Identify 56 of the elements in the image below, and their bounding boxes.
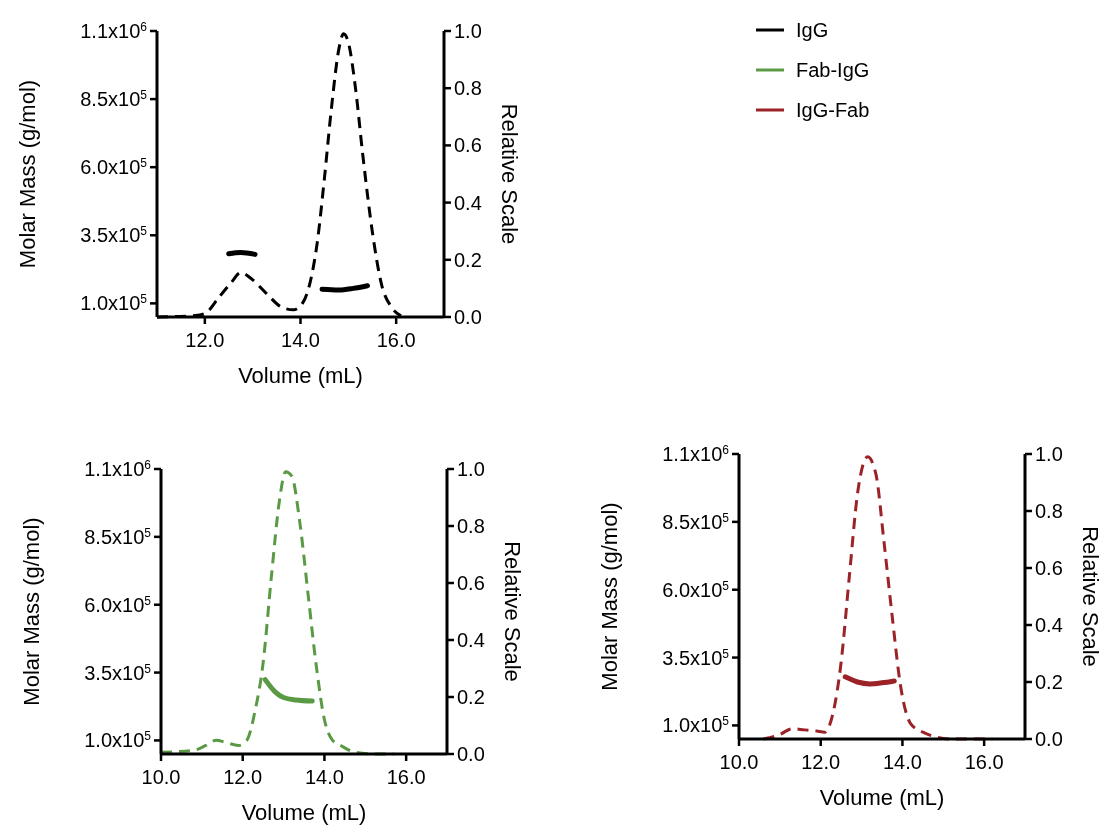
y-axis-title: Molar Mass (g/mol) <box>597 502 622 691</box>
x-tick-label: 14.0 <box>281 329 320 351</box>
y2-tick-label: 0.4 <box>457 629 485 651</box>
y2-tick-label: 0.6 <box>1035 557 1063 579</box>
y-tick-label: 3.5x10$^{5}$ <box>84 661 152 684</box>
y-axis-title: Molar Mass (g/mol) <box>19 517 44 706</box>
y-tick-label: 1.0x10$^{5}$ <box>84 729 152 752</box>
y-tick-label: 1.0x10$^{5}$ <box>80 292 148 315</box>
y2-axis-title: Relative Scale <box>497 103 522 245</box>
y-tick-label: 1.1x10$^{6}$ <box>84 458 152 480</box>
y-tick-label: 1.0x10$^{5}$ <box>662 714 730 737</box>
y2-axis-title: Relative Scale <box>1078 526 1103 667</box>
x-tick-label: 16.0 <box>386 766 426 788</box>
x-axis-title: Volume (mL) <box>238 363 363 388</box>
y2-axis-title: Relative Scale <box>500 541 525 682</box>
y2-tick-label: 0.4 <box>1035 614 1063 636</box>
x-tick-label: 12.0 <box>801 751 841 773</box>
x-tick-label: 16.0 <box>964 751 1004 773</box>
y-tick-label: 3.5x10$^{5}$ <box>80 224 148 247</box>
y2-tick-label: 0.0 <box>457 743 485 765</box>
y2-tick-label: 0.2 <box>1035 671 1063 693</box>
y-tick-label: 8.5x10$^{5}$ <box>80 88 148 111</box>
y-axis-title: Molar Mass (g/mol) <box>15 79 40 269</box>
y-tick-label: 1.1x10$^{6}$ <box>662 443 730 465</box>
y2-tick-label: 0.6 <box>457 572 485 594</box>
x-tick-label: 16.0 <box>376 329 416 351</box>
y2-tick-label: 0.8 <box>1035 500 1063 522</box>
y2-tick-label: 0.0 <box>1035 728 1063 750</box>
y-tick-label: 3.5x10$^{5}$ <box>662 646 730 669</box>
y-tick-label: 6.0x10$^{5}$ <box>84 593 152 616</box>
x-tick-label: 10.0 <box>141 766 181 788</box>
y2-tick-label: 0.6 <box>454 134 482 157</box>
y2-tick-label: 1.0 <box>454 20 482 42</box>
y2-tick-label: 0.0 <box>454 306 482 328</box>
legend-label: IgG-Fab <box>796 99 870 121</box>
y2-tick-label: 1.0 <box>1035 443 1063 465</box>
y2-tick-label: 0.4 <box>454 191 482 214</box>
y-tick-label: 6.0x10$^{5}$ <box>662 578 730 601</box>
x-tick-label: 12.0 <box>223 766 263 788</box>
x-axis-title: Volume (mL) <box>241 800 367 825</box>
y2-tick-label: 1.0 <box>457 458 485 480</box>
x-tick-label: 10.0 <box>719 751 759 773</box>
y2-tick-label: 0.2 <box>454 248 482 271</box>
legend-label: Fab-IgG <box>796 59 870 81</box>
y2-tick-label: 0.2 <box>457 686 485 708</box>
x-axis-title: Volume (mL) <box>819 785 945 810</box>
y2-tick-label: 0.8 <box>457 515 485 537</box>
legend-label: IgG <box>796 19 829 41</box>
y-tick-label: 1.1x10$^{6}$ <box>80 20 148 42</box>
x-tick-label: 14.0 <box>882 751 922 773</box>
x-tick-label: 12.0 <box>185 329 225 351</box>
y2-tick-label: 0.8 <box>454 77 482 100</box>
x-tick-label: 14.0 <box>304 766 344 788</box>
y-tick-label: 6.0x10$^{5}$ <box>80 156 148 179</box>
y-tick-label: 8.5x10$^{5}$ <box>84 525 152 548</box>
y-tick-label: 8.5x10$^{5}$ <box>662 510 730 533</box>
